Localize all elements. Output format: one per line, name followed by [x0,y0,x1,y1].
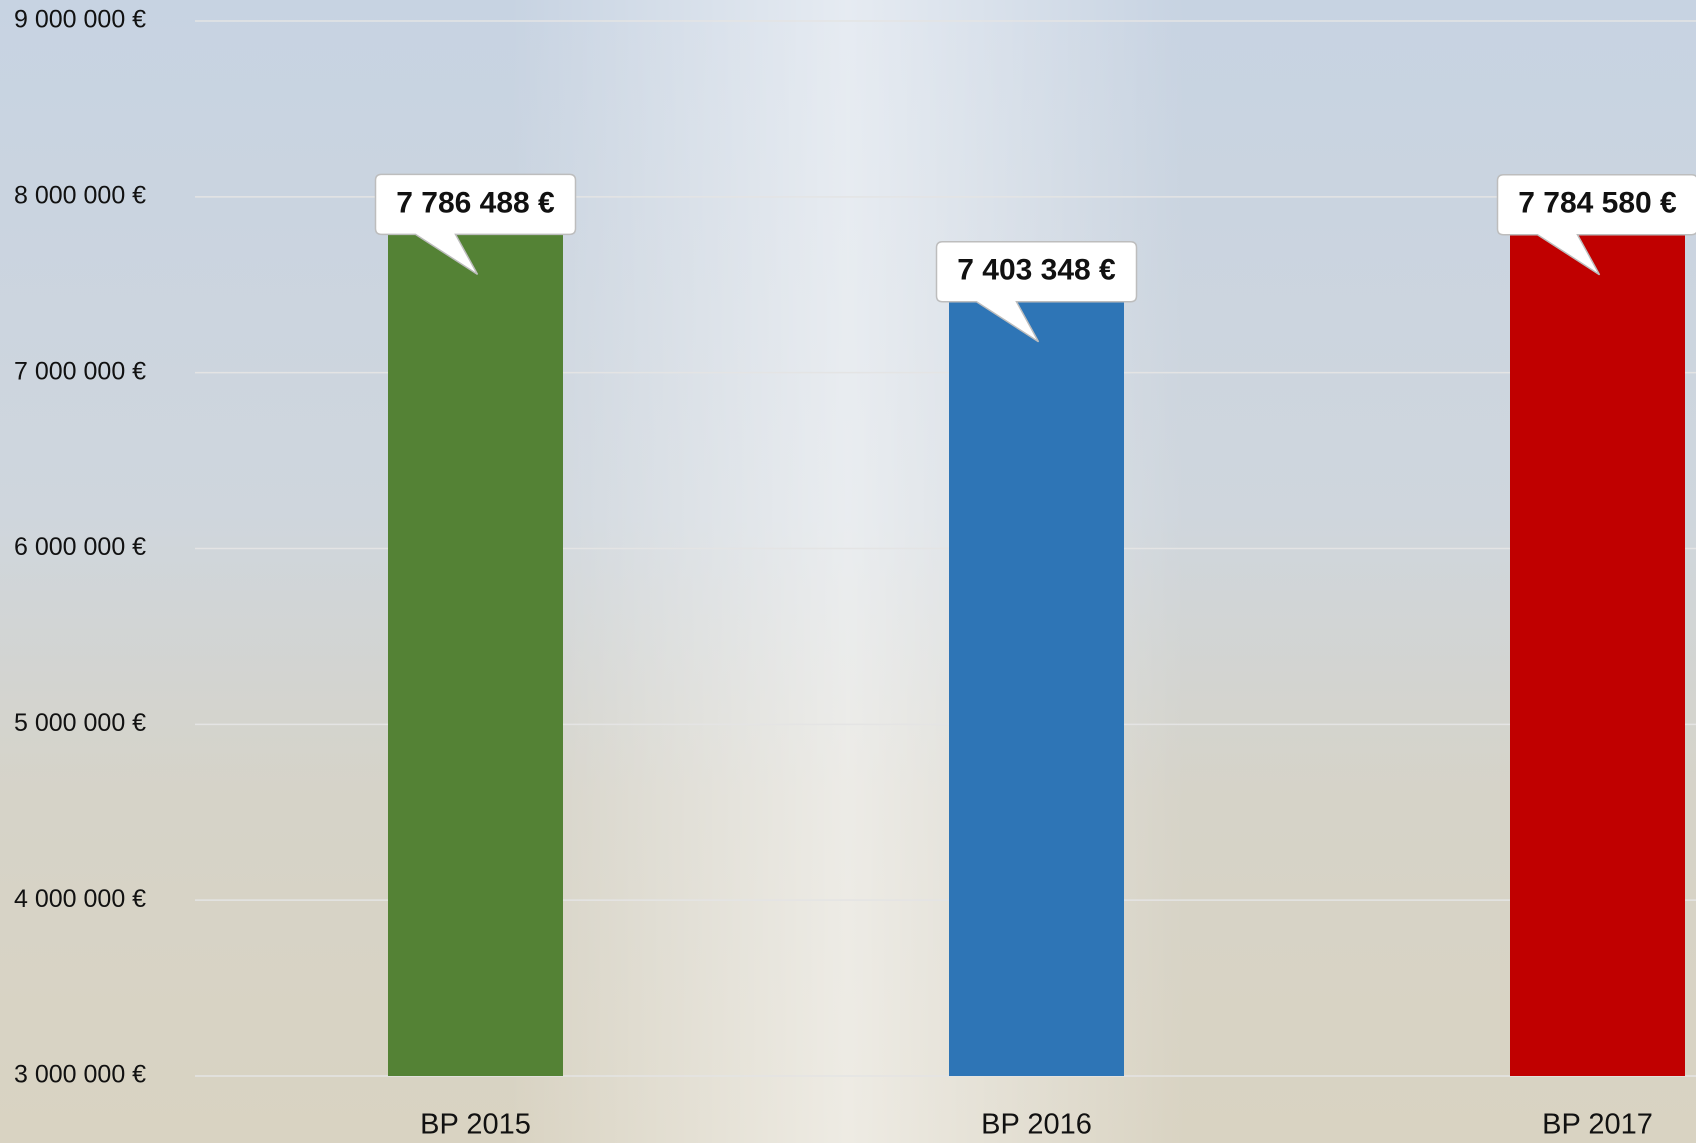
bar [388,234,563,1076]
callout-box [935,240,1138,343]
bar [1510,234,1685,1076]
x-tick-label: BP 2017 [1542,1109,1653,1141]
callout-box [374,173,577,276]
value-label: 7 403 348 € [957,254,1116,287]
y-tick-label: 8 000 000 € [14,181,146,209]
y-tick-label: 9 000 000 € [14,6,146,34]
y-tick-label: 3 000 000 € [14,1061,146,1089]
y-tick-label: 6 000 000 € [14,533,146,561]
y-tick-label: 4 000 000 € [14,885,146,913]
x-tick-label: BP 2016 [981,1109,1092,1141]
y-tick-label: 7 000 000 € [14,357,146,385]
y-tick-label: 5 000 000 € [14,709,146,737]
x-tick-label: BP 2015 [420,1109,531,1141]
value-label: 7 784 580 € [1518,187,1677,220]
value-label: 7 786 488 € [396,186,555,219]
callout-box [1496,173,1696,276]
bar [949,301,1124,1076]
